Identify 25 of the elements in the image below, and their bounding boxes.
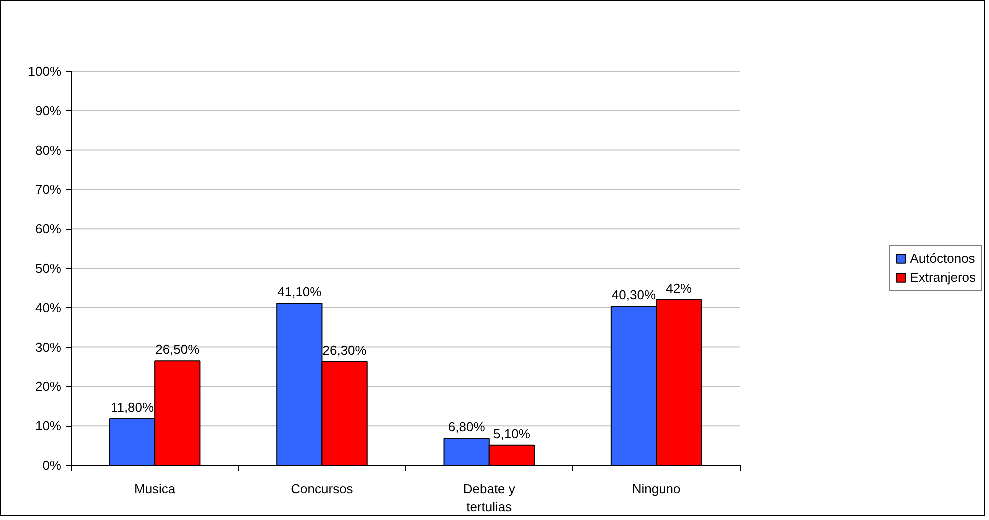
y-tick-label: 80% [35, 142, 62, 158]
data-label: 41,10% [278, 284, 322, 300]
legend-label: Extranjeros [910, 270, 976, 285]
legend-label: Autóctonos [910, 251, 976, 266]
y-tick-label: 20% [35, 379, 62, 394]
x-tick-label: Musica [134, 482, 176, 496]
data-label: 6,80% [448, 420, 486, 435]
y-tick-label: 50% [35, 261, 62, 276]
data-label: 40,30% [612, 288, 656, 303]
x-tick-label: Concursos [291, 482, 354, 496]
data-label: 26,50% [156, 342, 200, 358]
data-label: 5,10% [494, 426, 531, 442]
x-tick-label: Debate y tertulias [463, 482, 516, 514]
y-tick-label: 90% [35, 103, 62, 118]
data-label: 42% [666, 281, 693, 296]
y-tick-label: 40% [35, 300, 62, 316]
x-tick-label: Ninguno [632, 482, 681, 496]
data-label: 11,80% [110, 400, 155, 416]
y-tick-label: 70% [35, 182, 62, 198]
y-tick-label: 60% [35, 222, 62, 237]
y-tick-label: 30% [35, 340, 62, 355]
y-tick-label: 10% [35, 418, 62, 434]
data-label: 26,30% [322, 342, 368, 358]
y-tick-label: 100% [28, 64, 62, 79]
y-tick-label: 0% [42, 458, 62, 473]
